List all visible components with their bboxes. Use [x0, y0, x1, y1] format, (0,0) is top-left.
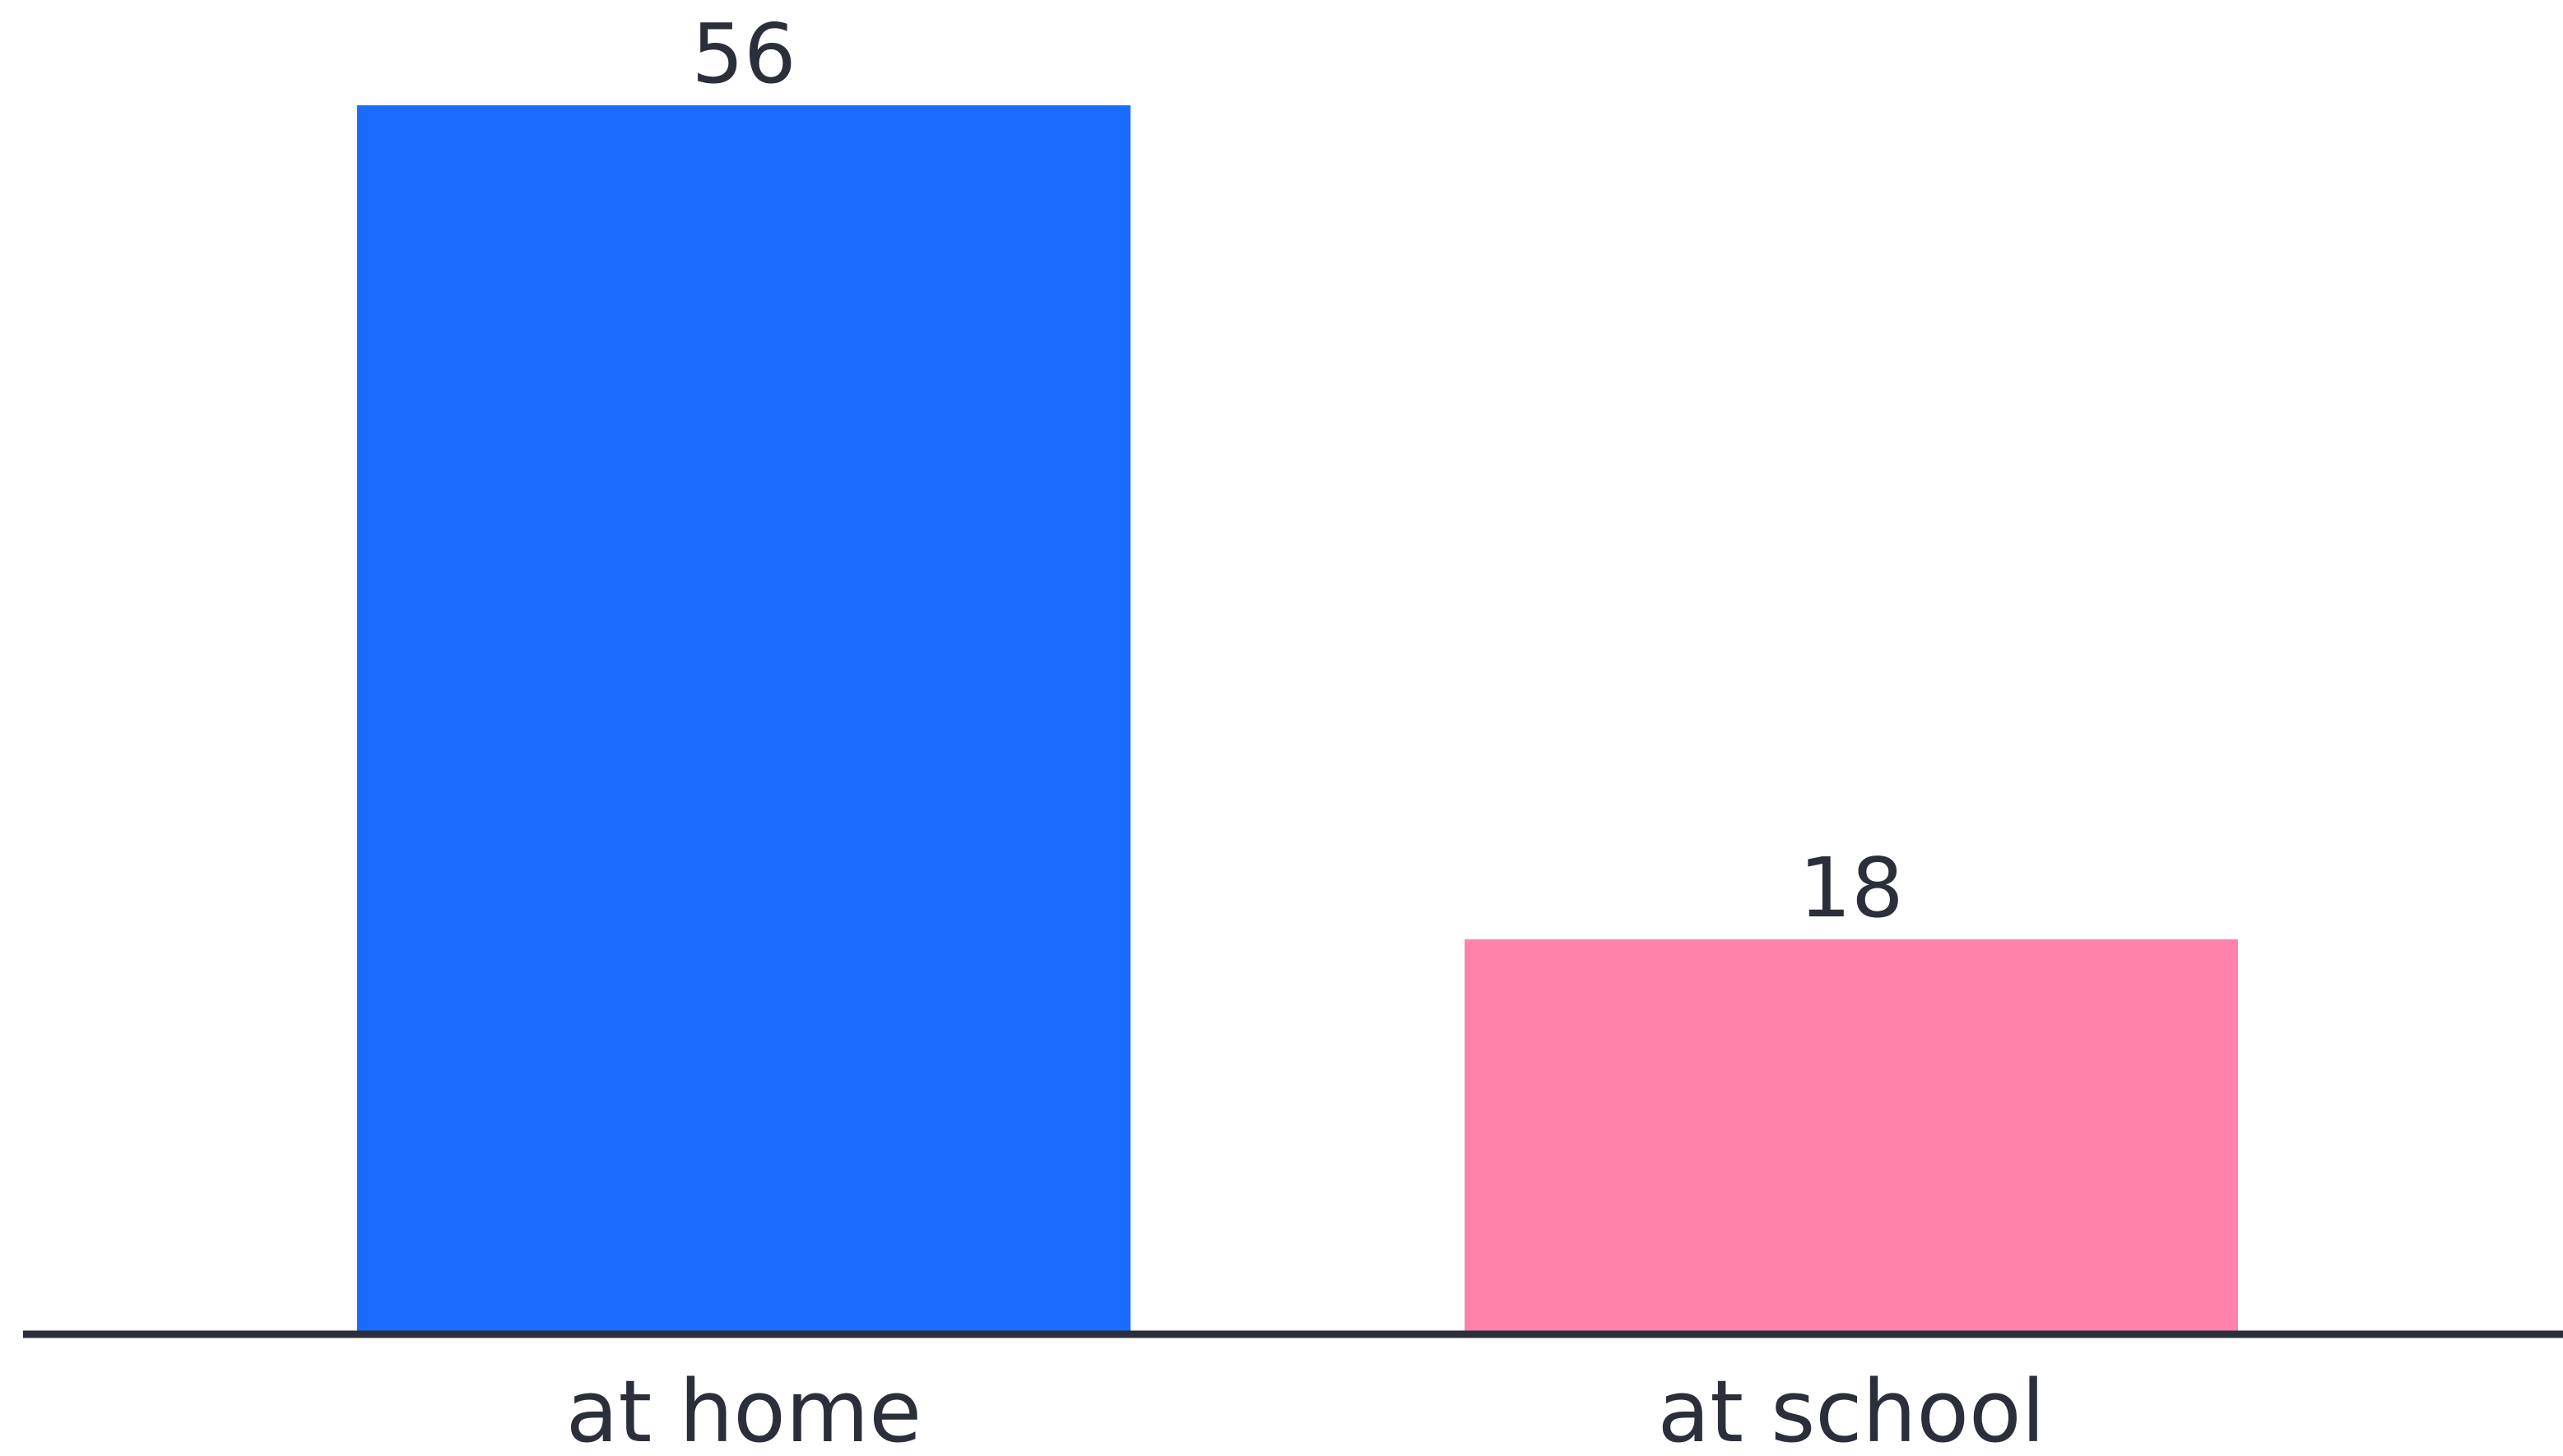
data-label-at-home: 56 — [691, 6, 796, 102]
data-label-at-school: 18 — [1799, 840, 1903, 936]
bars-group — [357, 105, 2238, 1334]
category-labels-group: at home at school — [566, 1361, 2045, 1456]
bar-at-school — [1465, 939, 2238, 1334]
bar-at-home — [357, 105, 1131, 1334]
value-labels-group: 56 18 — [691, 6, 1903, 936]
category-label-at-school: at school — [1658, 1361, 2045, 1456]
category-label-at-home: at home — [566, 1361, 922, 1456]
